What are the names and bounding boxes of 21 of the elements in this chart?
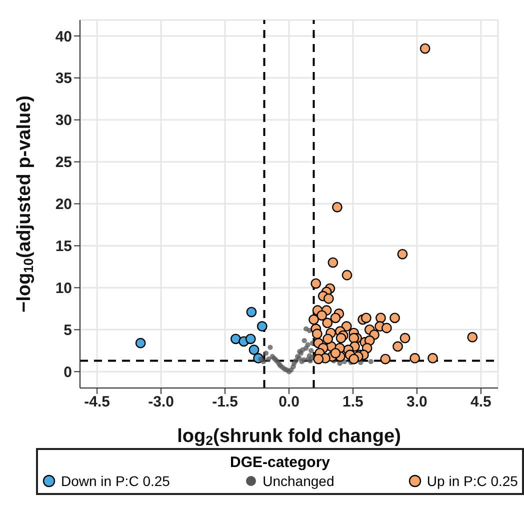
y-tick-label: 30 <box>55 112 72 130</box>
y-tick-label: 20 <box>55 196 72 214</box>
y-tick-label: 0 <box>64 364 72 381</box>
y-tick-label: 5 <box>64 322 72 339</box>
y-tick-label: 35 <box>55 70 72 88</box>
x-tick-label: -1.5 <box>212 394 238 411</box>
y-tick-label: 10 <box>55 280 72 298</box>
x-tick-label: -3.0 <box>148 394 174 411</box>
x-axis-title: log$_{2}$(shrunk fold change) <box>177 426 401 448</box>
legend-label: Down in P:C 0.25 <box>61 473 170 489</box>
x-tick-label: 3.0 <box>406 394 428 411</box>
x-tick-label: 1.5 <box>342 394 364 411</box>
y-tick-label: 40 <box>55 28 72 46</box>
y-tick-label: 25 <box>55 154 72 172</box>
legend-title: DGE-category <box>228 454 332 471</box>
y-tick-label: 15 <box>55 238 72 256</box>
x-tick-label: 4.5 <box>470 394 492 411</box>
x-tick-label: 0.0 <box>278 394 300 411</box>
legend-label: Unchanged <box>262 473 334 489</box>
x-tick-label: -4.5 <box>84 394 110 411</box>
legend-label: Up in P:C 0.25 <box>426 473 518 489</box>
